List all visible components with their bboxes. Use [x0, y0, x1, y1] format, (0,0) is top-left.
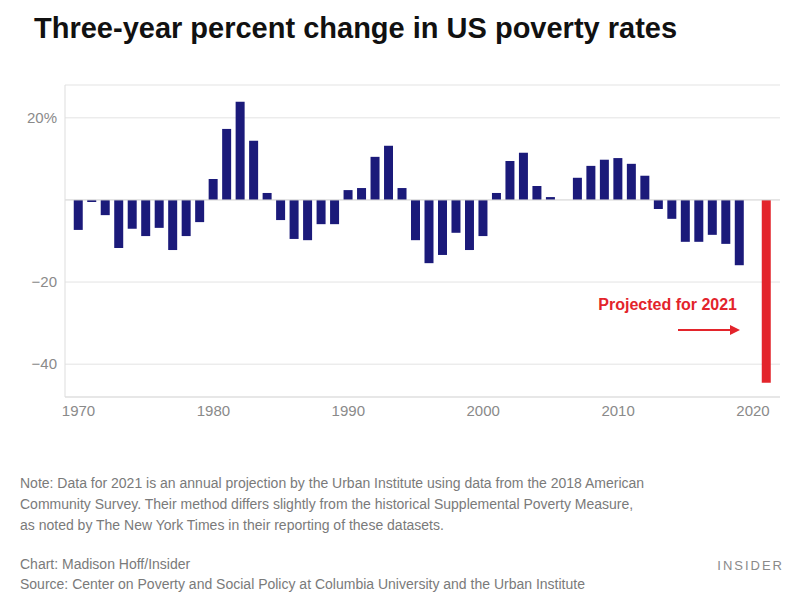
- svg-text:−20: −20: [32, 273, 57, 290]
- svg-text:1990: 1990: [332, 402, 365, 419]
- html-text:Note: Data for 2021 is an annu: Note: Data for 2021 is an annual project…: [20, 475, 645, 491]
- svg-text:2010: 2010: [601, 402, 634, 419]
- svg-text:1970: 1970: [62, 402, 95, 419]
- svg-text:2000: 2000: [467, 402, 500, 419]
- svg-text:2020: 2020: [736, 402, 769, 419]
- svg-text:−40: −40: [32, 355, 57, 372]
- html-text:Source: Center on Poverty and: Source: Center on Poverty and Social Pol…: [20, 576, 585, 592]
- html-text:Three-year percent change in U: Three-year percent change in US poverty …: [34, 12, 678, 44]
- html-text:INSIDER: INSIDER: [717, 558, 784, 573]
- html-text:Community Survey. Their method: Community Survey. Their method differs s…: [20, 496, 634, 512]
- svg-text:1980: 1980: [197, 402, 230, 419]
- html-text:as noted by The New York Times: as noted by The New York Times in their …: [20, 517, 444, 533]
- html-text:Chart: Madison Hoff/Insider: Chart: Madison Hoff/Insider: [20, 556, 191, 572]
- html-text:Projected for 2021: Projected for 2021: [598, 296, 737, 313]
- svg-text:20%: 20%: [27, 109, 57, 126]
